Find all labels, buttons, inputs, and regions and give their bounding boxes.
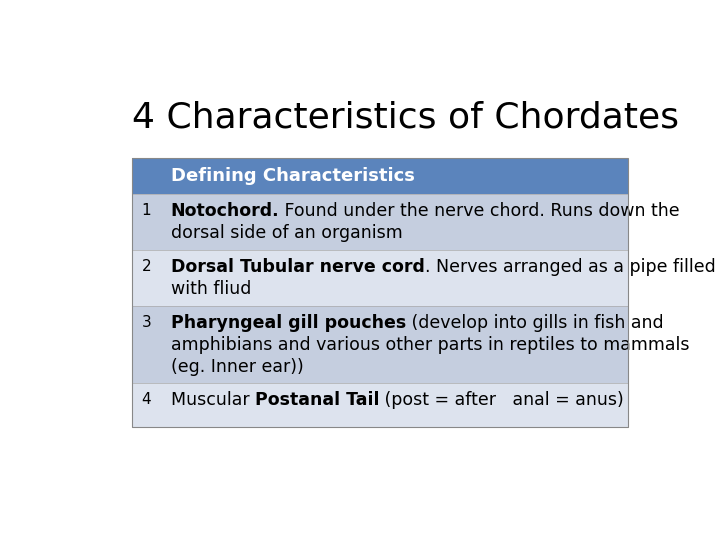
FancyBboxPatch shape bbox=[132, 158, 629, 194]
Text: 1: 1 bbox=[142, 203, 151, 218]
Text: (develop into gills in fish and: (develop into gills in fish and bbox=[406, 314, 664, 332]
Text: dorsal side of an organism: dorsal side of an organism bbox=[171, 224, 402, 241]
Text: 2: 2 bbox=[142, 259, 151, 274]
FancyBboxPatch shape bbox=[132, 194, 629, 250]
Text: Pharyngeal gill pouches: Pharyngeal gill pouches bbox=[171, 314, 406, 332]
Text: (eg. Inner ear)): (eg. Inner ear)) bbox=[171, 357, 304, 375]
Text: Dorsal Tubular nerve cord: Dorsal Tubular nerve cord bbox=[171, 258, 425, 276]
Text: with fliud: with fliud bbox=[171, 280, 251, 298]
Text: Postanal Tail: Postanal Tail bbox=[255, 391, 379, 409]
Text: Muscular: Muscular bbox=[171, 391, 255, 409]
Text: Notochord.: Notochord. bbox=[171, 202, 279, 220]
FancyBboxPatch shape bbox=[132, 306, 629, 383]
Text: Defining Characteristics: Defining Characteristics bbox=[171, 167, 415, 185]
Text: Found under the nerve chord. Runs down the: Found under the nerve chord. Runs down t… bbox=[279, 202, 680, 220]
Text: 3: 3 bbox=[142, 315, 151, 330]
Text: (post = after   anal = anus): (post = after anal = anus) bbox=[379, 391, 624, 409]
Text: 4: 4 bbox=[142, 392, 151, 407]
Text: 4 Characteristics of Chordates: 4 Characteristics of Chordates bbox=[132, 100, 679, 134]
Text: . Nerves arranged as a pipe filled: . Nerves arranged as a pipe filled bbox=[425, 258, 716, 276]
FancyBboxPatch shape bbox=[132, 250, 629, 306]
FancyBboxPatch shape bbox=[132, 383, 629, 427]
Text: amphibians and various other parts in reptiles to mammals: amphibians and various other parts in re… bbox=[171, 336, 689, 354]
